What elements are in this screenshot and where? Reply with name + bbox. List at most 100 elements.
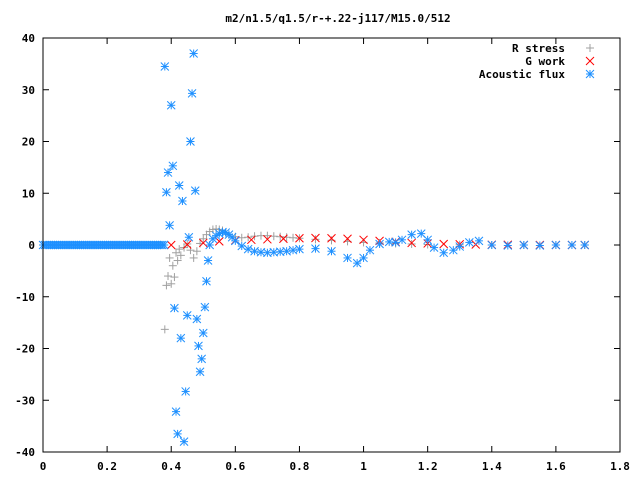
acoustic-flux-point <box>202 276 211 286</box>
r-stress-point <box>170 273 179 282</box>
acoustic-flux-point <box>198 328 208 338</box>
chart-title: m2/n1.5/q1.5/r-+.22-j117/M15.0/512 <box>225 12 450 25</box>
acoustic-flux-point <box>519 240 529 250</box>
legend-label-g-work: G work <box>525 55 565 68</box>
legend-markers <box>585 44 595 79</box>
acoustic-flux-point <box>580 240 590 250</box>
acoustic-flux-point <box>535 241 545 250</box>
acoustic-flux-point <box>352 258 362 268</box>
acoustic-flux-point <box>243 244 253 254</box>
r-stress-point <box>164 272 173 281</box>
r-stress-point <box>407 239 416 248</box>
legend: R stress G work Acoustic flux <box>479 42 595 81</box>
g-work-point <box>327 233 336 243</box>
x-tick-label: 1 <box>360 460 367 473</box>
r-stress-point <box>175 245 184 254</box>
acoustic-flux-point <box>359 253 368 263</box>
y-tick-label: -10 <box>15 291 35 304</box>
acoustic-flux-point <box>189 49 199 58</box>
acoustic-flux-point <box>181 387 191 396</box>
acoustic-flux-point <box>200 302 210 312</box>
acoustic-flux-point <box>327 246 336 256</box>
plot-frame <box>42 37 621 453</box>
legend-label-acoustic-flux: Acoustic flux <box>479 68 565 81</box>
acoustic-flux-point <box>375 239 384 249</box>
acoustic-flux-point <box>429 243 439 252</box>
acoustic-flux-point <box>171 407 181 416</box>
y-tick-label: -20 <box>15 343 35 356</box>
acoustic-flux-point <box>192 314 202 324</box>
acoustic-flux-point <box>197 354 207 364</box>
g-work-point <box>247 235 256 245</box>
plot-points <box>38 49 590 447</box>
acoustic-flux-point <box>186 137 195 146</box>
legend-marker-g-work <box>585 56 595 66</box>
acoustic-flux-point <box>365 245 375 255</box>
x-tick-label: 1.6 <box>546 460 566 473</box>
acoustic-flux-point <box>343 253 352 263</box>
r-stress-point <box>263 231 272 240</box>
acoustic-flux-point <box>184 232 194 242</box>
r-stress-point <box>167 279 176 288</box>
acoustic-flux-point <box>311 244 320 253</box>
y-tick-label: 40 <box>22 32 35 45</box>
g-work-point <box>439 239 449 249</box>
g-work-point <box>279 234 288 244</box>
acoustic-flux-point <box>179 437 189 447</box>
r-stress-point <box>282 233 291 242</box>
legend-label-r-stress: R stress <box>512 42 565 55</box>
x-tick-label: 1.4 <box>482 460 502 473</box>
y-tick-label: 10 <box>22 187 35 200</box>
x-tick-label: 0 <box>40 460 47 473</box>
y-tick-label: -40 <box>15 446 35 459</box>
r-stress-point <box>192 247 201 256</box>
acoustic-flux-point <box>423 235 433 245</box>
g-work-point <box>182 240 192 249</box>
y-tick-label: 30 <box>22 84 35 97</box>
acoustic-flux-point <box>295 244 304 254</box>
acoustic-flux-point <box>194 341 203 351</box>
acoustic-flux-point <box>176 333 186 343</box>
acoustic-flux-point <box>503 241 513 250</box>
r-stress-point <box>311 235 320 244</box>
r-stress-point <box>172 248 181 257</box>
r-stress-point <box>327 236 336 245</box>
y-tick-label: 0 <box>28 239 35 252</box>
r-stress-point <box>160 325 169 334</box>
g-work-point <box>343 234 352 244</box>
acoustic-flux-point <box>168 161 178 171</box>
acoustic-flux-point <box>190 186 200 196</box>
acoustic-flux-point <box>187 89 197 98</box>
g-work-point <box>198 238 208 248</box>
g-work-point <box>295 233 304 243</box>
x-tick-label: 0.8 <box>290 460 310 473</box>
axis-ticks: 0 0.2 0.4 0.6 0.8 1 1.2 1.4 1.6 1.8 40 30 20 10 0 -10 -2… <box>15 32 630 473</box>
acoustic-flux-point <box>269 247 279 257</box>
r-stress-point <box>289 233 298 242</box>
r-stress-point <box>165 253 174 262</box>
acoustic-flux-point <box>162 187 171 197</box>
x-tick-label: 1.8 <box>610 460 630 473</box>
y-tick-label: -30 <box>15 394 35 407</box>
acoustic-flux-point <box>487 240 497 250</box>
y-tick-label: 20 <box>22 136 35 149</box>
acoustic-flux-point <box>195 367 205 377</box>
r-stress-point <box>189 253 198 262</box>
r-stress-point <box>176 251 185 260</box>
acoustic-flux-point <box>391 238 400 247</box>
acoustic-flux-point <box>165 220 174 230</box>
acoustic-flux-point <box>551 240 561 250</box>
acoustic-flux-point <box>182 311 192 320</box>
acoustic-flux-point <box>455 242 465 251</box>
r-stress-point <box>276 232 285 241</box>
g-work-point <box>359 235 368 245</box>
g-work-point <box>407 238 416 248</box>
x-tick-label: 0.2 <box>97 460 117 473</box>
acoustic-flux-point <box>567 240 577 250</box>
acoustic-flux-point <box>474 236 484 246</box>
acoustic-flux-point <box>203 256 213 265</box>
r-stress-point <box>173 256 182 265</box>
acoustic-flux-point <box>230 236 240 246</box>
acoustic-flux-point <box>174 181 184 190</box>
